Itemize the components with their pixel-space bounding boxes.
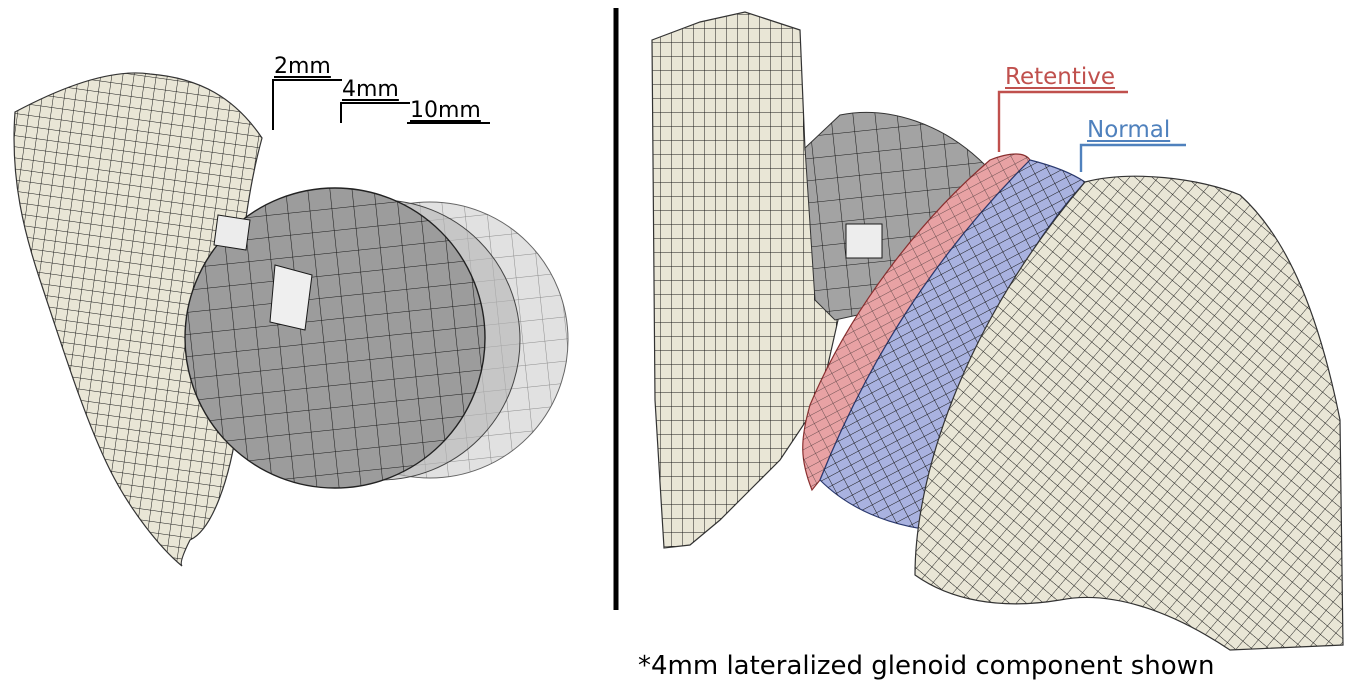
label-normal: Normal [1087,117,1171,143]
label-10mm: 10mm [410,98,481,123]
footnote: *4mm lateralized glenoid component shown [638,651,1215,681]
label-retentive: Retentive [1005,64,1116,90]
label-4mm: 4mm [342,77,399,102]
label-2mm: 2mm [274,54,331,79]
lateralization-brackets [272,79,490,130]
label-leaders [997,90,1186,172]
